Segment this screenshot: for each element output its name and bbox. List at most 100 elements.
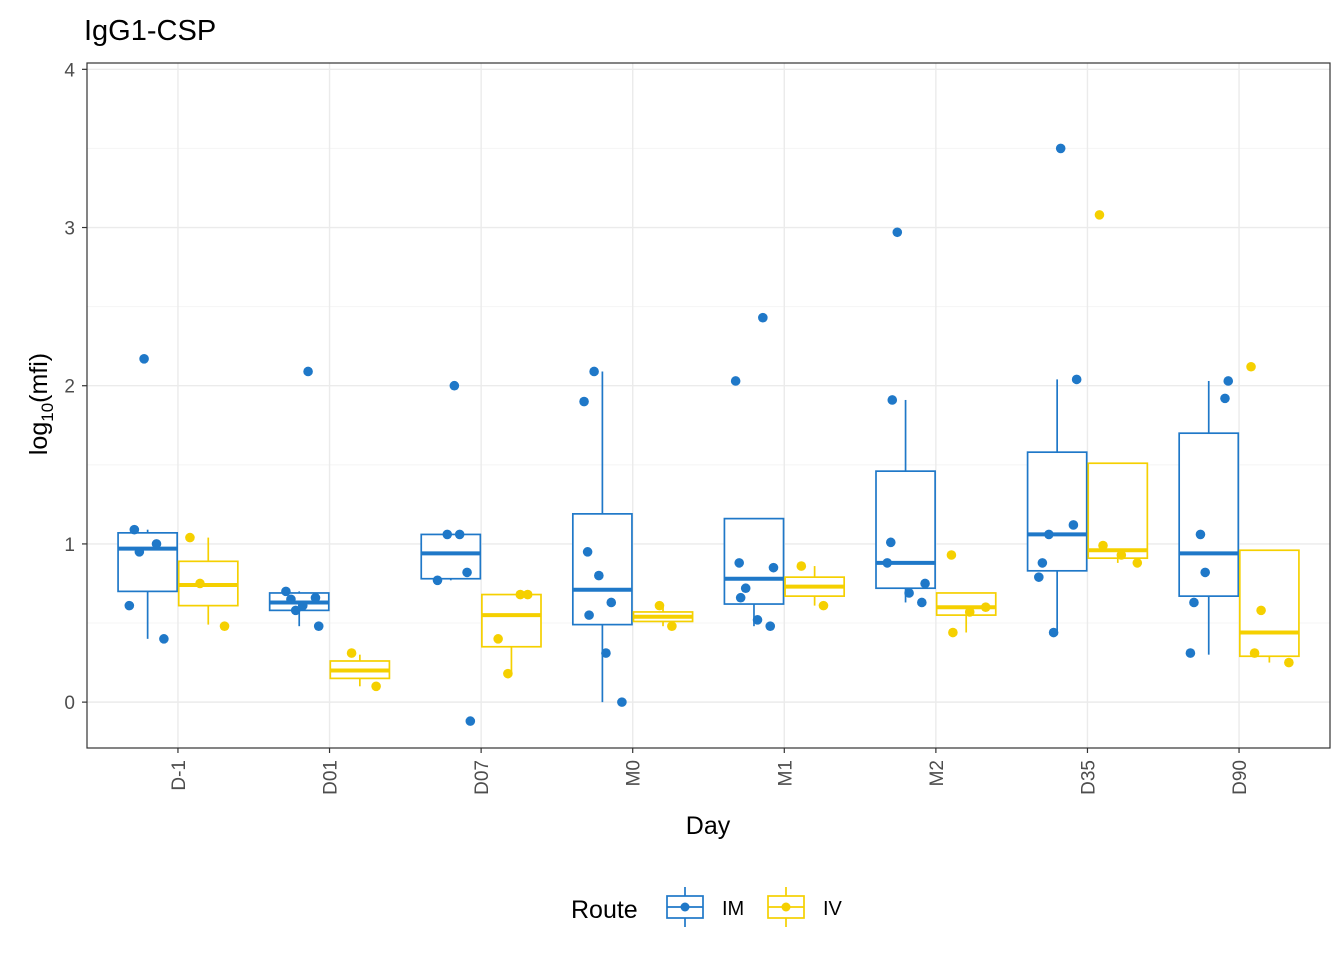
y-tick-label: 1 bbox=[64, 535, 75, 556]
data-point bbox=[740, 583, 751, 594]
x-tick-label: D-1 bbox=[169, 760, 190, 791]
data-point bbox=[758, 312, 768, 323]
data-point bbox=[219, 621, 230, 631]
data-point bbox=[290, 605, 301, 616]
x-tick-label: M0 bbox=[624, 760, 645, 786]
data-point bbox=[139, 354, 149, 364]
series-IV bbox=[177, 210, 1300, 692]
data-point bbox=[1132, 558, 1143, 568]
x-axis-ticks: D-1 D01 D07 M0 M1 M2 D35 D90 bbox=[169, 748, 1251, 795]
y-tick-label: 4 bbox=[64, 60, 75, 81]
data-point bbox=[1189, 597, 1199, 608]
data-point bbox=[589, 366, 599, 377]
data-point bbox=[948, 627, 958, 638]
box-iqr bbox=[1238, 549, 1300, 658]
data-point bbox=[449, 380, 460, 391]
x-tick-label: M1 bbox=[775, 760, 796, 786]
data-point bbox=[503, 668, 513, 679]
y-tick-label: 3 bbox=[64, 219, 75, 240]
data-point bbox=[159, 634, 169, 644]
data-point bbox=[1071, 374, 1082, 385]
y-tick-label: 2 bbox=[64, 377, 75, 398]
data-point bbox=[735, 592, 746, 603]
data-point bbox=[1098, 540, 1108, 551]
data-point bbox=[617, 697, 627, 707]
legend-key-point bbox=[680, 902, 690, 912]
y-axis-title-base: log bbox=[25, 422, 53, 455]
data-point bbox=[917, 597, 927, 608]
data-point bbox=[885, 537, 896, 548]
data-point bbox=[904, 588, 914, 598]
data-point bbox=[796, 561, 807, 571]
x-tick-label: D90 bbox=[1230, 760, 1251, 795]
data-point bbox=[151, 539, 162, 549]
legend-label: IM bbox=[722, 898, 744, 920]
data-point bbox=[462, 567, 472, 578]
x-tick-label: D07 bbox=[472, 760, 493, 795]
data-point bbox=[1055, 143, 1066, 154]
data-point bbox=[1185, 648, 1196, 658]
data-point bbox=[303, 366, 313, 377]
box-iqr bbox=[117, 531, 179, 593]
data-point bbox=[667, 621, 677, 631]
data-point bbox=[892, 227, 903, 238]
legend-title: Route bbox=[571, 896, 638, 924]
data-point bbox=[946, 550, 957, 560]
data-point bbox=[734, 558, 744, 568]
data-point bbox=[752, 615, 763, 625]
data-point bbox=[515, 589, 526, 600]
data-point bbox=[654, 600, 665, 611]
data-point bbox=[195, 578, 205, 589]
data-point bbox=[964, 607, 975, 617]
data-point bbox=[286, 594, 296, 605]
data-point bbox=[1068, 520, 1079, 530]
data-point bbox=[1116, 550, 1127, 560]
data-point bbox=[1223, 376, 1234, 386]
data-point bbox=[1256, 605, 1266, 616]
box-series bbox=[117, 143, 1300, 726]
box-iqr bbox=[481, 593, 542, 648]
data-point bbox=[346, 648, 357, 658]
data-point bbox=[765, 621, 776, 631]
x-tick-label: D35 bbox=[1078, 760, 1099, 795]
y-axis-ticks: 0 1 2 3 4 bbox=[64, 60, 87, 714]
x-tick-label: D01 bbox=[321, 760, 342, 795]
box-iqr bbox=[1026, 451, 1088, 572]
data-point bbox=[980, 602, 991, 613]
box-iqr bbox=[571, 513, 633, 626]
legend-key-IV: IV bbox=[767, 887, 843, 927]
data-point bbox=[493, 634, 503, 644]
data-point bbox=[1037, 558, 1048, 568]
data-point bbox=[465, 716, 476, 726]
data-point bbox=[818, 600, 829, 611]
grid-lines bbox=[87, 63, 1330, 748]
data-point bbox=[1200, 567, 1210, 578]
data-point bbox=[1094, 210, 1105, 220]
data-point bbox=[1048, 627, 1059, 638]
legend: Route IM IV bbox=[571, 887, 843, 927]
plot-panel-border bbox=[86, 62, 1331, 749]
box-iqr bbox=[875, 470, 936, 590]
data-point bbox=[882, 558, 893, 568]
x-axis-title: Day bbox=[686, 812, 731, 840]
legend-key-IM: IM bbox=[666, 887, 744, 927]
data-point bbox=[1034, 572, 1044, 582]
data-point bbox=[582, 547, 593, 557]
data-point bbox=[1249, 648, 1260, 658]
data-point bbox=[454, 529, 465, 540]
box-iqr bbox=[723, 517, 785, 605]
box-iqr bbox=[1087, 462, 1149, 560]
data-point bbox=[920, 578, 930, 589]
data-point bbox=[594, 570, 604, 581]
chart-title: IgG1-CSP bbox=[84, 15, 216, 47]
data-point bbox=[432, 575, 443, 586]
data-point bbox=[1220, 393, 1230, 404]
data-point bbox=[442, 529, 453, 540]
data-point bbox=[371, 681, 381, 692]
data-point bbox=[522, 589, 533, 600]
data-point bbox=[313, 621, 324, 631]
data-point bbox=[1284, 657, 1294, 668]
x-tick-label: M2 bbox=[927, 760, 948, 786]
data-point bbox=[730, 376, 741, 386]
